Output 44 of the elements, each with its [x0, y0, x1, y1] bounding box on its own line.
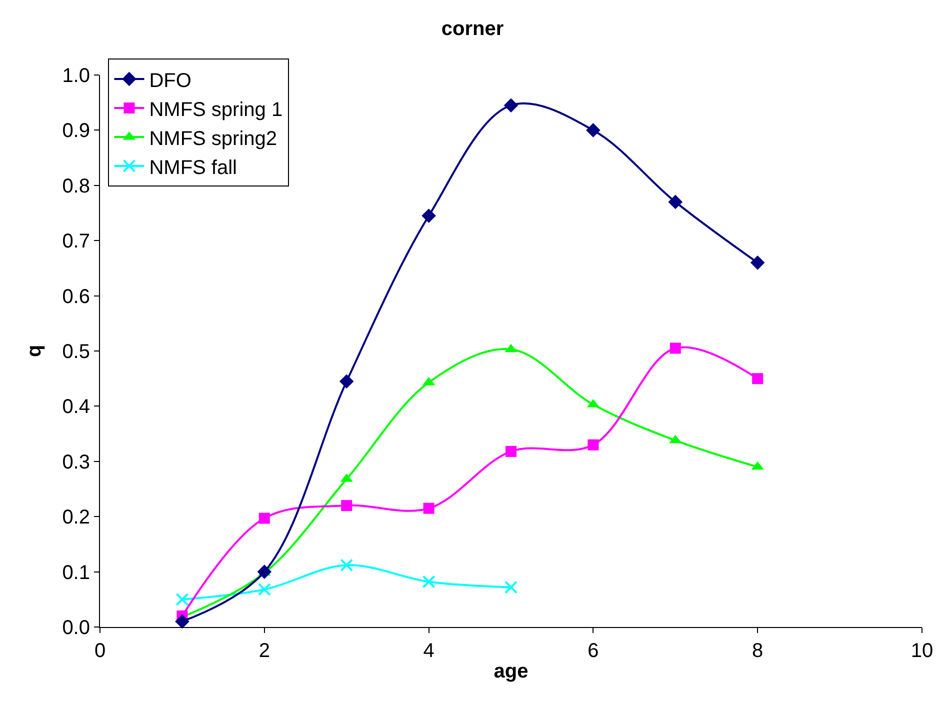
legend-label: NMFS spring2 — [149, 128, 278, 150]
point — [258, 512, 270, 524]
point — [175, 614, 190, 629]
point — [258, 582, 271, 596]
point — [423, 502, 434, 514]
y-tick-label: 1.0 — [62, 65, 90, 87]
point — [422, 575, 436, 588]
y-tick-label: 0.1 — [62, 562, 90, 584]
y-axis-title: q — [24, 344, 46, 358]
legend-label: NMFS spring 1 — [149, 98, 283, 121]
point — [504, 580, 518, 594]
x-tick-label: 6 — [588, 640, 599, 662]
y-tick-label: 0.8 — [62, 175, 90, 198]
y-tick-label: 0.9 — [62, 120, 90, 142]
point — [257, 564, 272, 579]
x-axis-title: age — [494, 660, 528, 682]
y-tick-label: 0.6 — [62, 286, 90, 308]
point — [339, 374, 354, 389]
point — [668, 194, 683, 210]
x-tick-label: 10 — [910, 640, 934, 662]
y-tick-label: 0.7 — [62, 230, 90, 253]
x-tick-label: 8 — [752, 640, 764, 662]
point — [340, 558, 354, 572]
point — [752, 373, 764, 384]
y-tick-label: 0.4 — [62, 396, 90, 418]
x-tick-label: 2 — [258, 640, 270, 662]
y-tick-label: 0.3 — [62, 451, 90, 474]
point — [422, 208, 436, 223]
point — [176, 592, 189, 606]
x-tick-label: 0 — [94, 640, 106, 662]
point — [586, 123, 600, 138]
chart-title: corner — [441, 18, 504, 40]
point — [750, 256, 765, 270]
legend-label: DFO — [149, 70, 192, 92]
point — [341, 500, 352, 512]
y-tick-label: 0.0 — [62, 617, 90, 639]
y-tick-label: 0.5 — [62, 341, 90, 363]
point — [588, 439, 599, 450]
point — [504, 98, 518, 113]
x-tick-label: 4 — [423, 640, 434, 662]
y-tick-label: 0.2 — [62, 506, 90, 529]
point — [670, 342, 681, 354]
legend-label: NMFS fall — [149, 156, 238, 179]
point — [506, 446, 516, 457]
